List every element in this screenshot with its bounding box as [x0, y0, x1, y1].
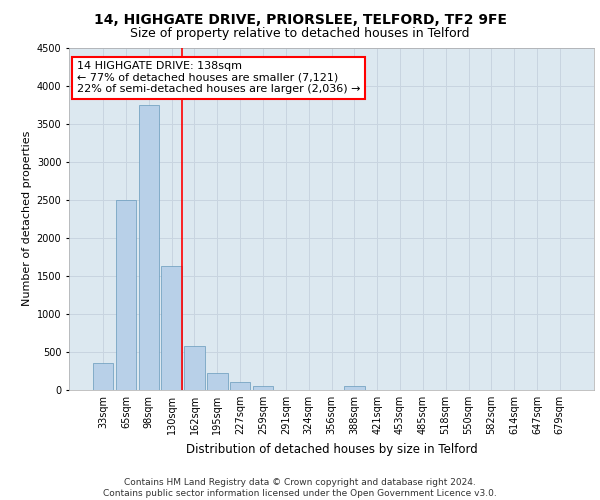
- Bar: [116, 200, 136, 390]
- Text: Contains HM Land Registry data © Crown copyright and database right 2024.
Contai: Contains HM Land Registry data © Crown c…: [103, 478, 497, 498]
- Bar: [253, 386, 273, 390]
- Bar: [184, 346, 205, 390]
- Bar: [344, 386, 365, 390]
- Text: Size of property relative to detached houses in Telford: Size of property relative to detached ho…: [130, 28, 470, 40]
- Bar: [139, 104, 159, 390]
- Y-axis label: Number of detached properties: Number of detached properties: [22, 131, 32, 306]
- Text: 14, HIGHGATE DRIVE, PRIORSLEE, TELFORD, TF2 9FE: 14, HIGHGATE DRIVE, PRIORSLEE, TELFORD, …: [94, 12, 506, 26]
- Bar: [230, 382, 250, 390]
- Bar: [161, 266, 182, 390]
- Bar: [207, 374, 227, 390]
- Text: 14 HIGHGATE DRIVE: 138sqm
← 77% of detached houses are smaller (7,121)
22% of se: 14 HIGHGATE DRIVE: 138sqm ← 77% of detac…: [77, 61, 361, 94]
- Bar: [93, 364, 113, 390]
- X-axis label: Distribution of detached houses by size in Telford: Distribution of detached houses by size …: [185, 442, 478, 456]
